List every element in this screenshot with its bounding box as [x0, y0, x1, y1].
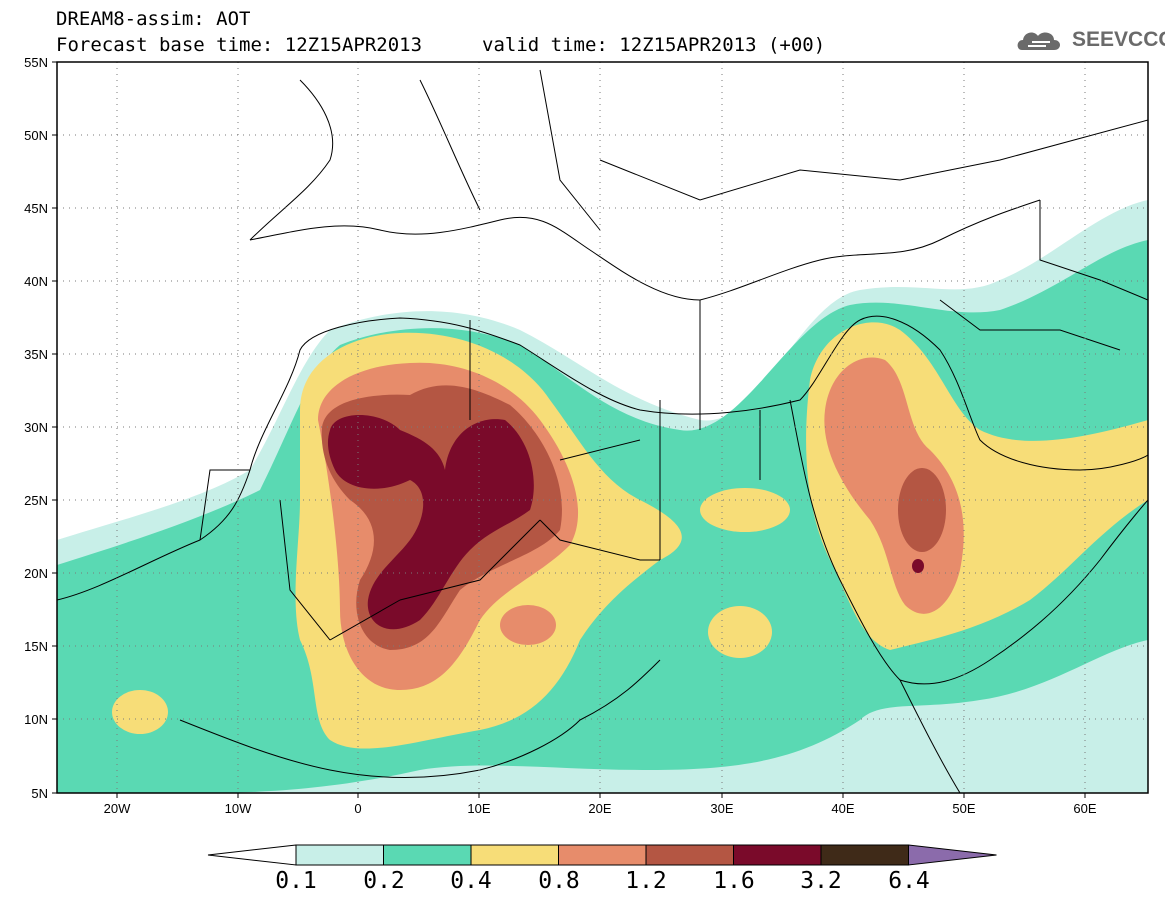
aot-band-0.8-chad	[500, 605, 556, 645]
colorbar-swatch	[558, 844, 647, 866]
colorbar-label: 6.4	[888, 868, 930, 894]
cloud-logo-icon	[1017, 32, 1060, 50]
logo-text: SEEVCCC	[1072, 28, 1165, 51]
lon-label: 20E	[588, 801, 611, 816]
aot-band-1.2-east	[898, 468, 946, 552]
lon-label: 40E	[831, 801, 854, 816]
colorbar-label: 0.4	[450, 868, 492, 894]
lat-label: 5N	[31, 786, 48, 801]
lat-label: 45N	[24, 201, 48, 216]
colorbar-swatch	[820, 844, 909, 866]
colorbar-swatch	[295, 844, 384, 866]
colorbar-swatch	[645, 844, 734, 866]
lon-label: 10E	[467, 801, 490, 816]
map-title: DREAM8-assim: AOT	[56, 8, 251, 30]
colorbar-label: 1.6	[713, 868, 755, 894]
colorbar-swatch	[470, 844, 559, 866]
lon-label: 20W	[104, 801, 131, 816]
colorbar-swatch	[733, 844, 822, 866]
aot-band-0.4-sudan	[708, 606, 772, 658]
lon-label: 30E	[710, 801, 733, 816]
lon-label: 50E	[952, 801, 975, 816]
lat-label: 20N	[24, 566, 48, 581]
colorbar-swatch	[383, 844, 472, 866]
colorbar	[207, 844, 997, 866]
lat-label: 15N	[24, 639, 48, 654]
lat-label: 25N	[24, 493, 48, 508]
lon-label: 10W	[225, 801, 252, 816]
aot-band-1.6-spot	[912, 559, 924, 573]
aot-fields	[57, 62, 1148, 793]
colorbar-label: 0.8	[538, 868, 580, 894]
lat-label: 40N	[24, 274, 48, 289]
lat-label: 30N	[24, 420, 48, 435]
coastlines	[57, 69, 1148, 793]
colorbar-label: 1.2	[625, 868, 667, 894]
forecast-base-time: Forecast base time: 12Z15APR2013	[56, 34, 423, 56]
lat-label: 10N	[24, 712, 48, 727]
lat-label: 50N	[24, 128, 48, 143]
colorbar-arrow-high	[908, 844, 997, 866]
colorbar-label: 0.2	[363, 868, 405, 894]
aot-band-0.4-horn	[700, 488, 790, 532]
valid-time: valid time: 12Z15APR2013 (+00)	[482, 34, 826, 56]
colorbar-arrow-low	[207, 844, 297, 866]
lat-label: 35N	[24, 347, 48, 362]
lon-label: 60E	[1073, 801, 1096, 816]
colorbar-label: 0.1	[275, 868, 317, 894]
lat-label: 55N	[24, 55, 48, 70]
axis-ticks	[52, 61, 1086, 798]
colorbar-label: 3.2	[800, 868, 842, 894]
aot-band-1.6-west	[327, 415, 534, 630]
lon-label: 0	[354, 801, 361, 816]
aot-band-0.4-coast	[112, 690, 168, 734]
